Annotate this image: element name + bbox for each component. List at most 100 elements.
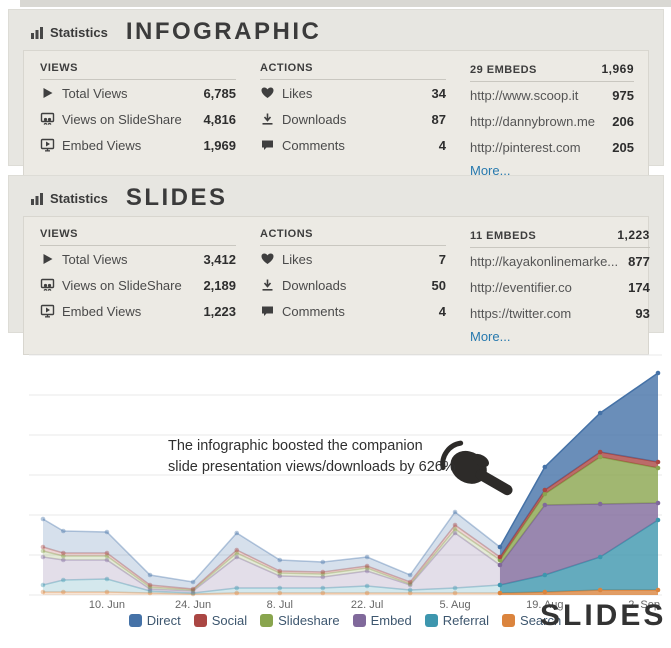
legend-item-slideshare[interactable]: Slideshare: [260, 613, 340, 628]
series-markers: [40, 370, 661, 597]
more-embeds-link[interactable]: More...: [470, 329, 511, 344]
embed-url-link[interactable]: http://kayakonlinemarke...: [470, 253, 619, 269]
download-icon: [262, 113, 273, 125]
svg-text:10. Jun: 10. Jun: [89, 599, 125, 611]
bar-chart-icon: [31, 192, 43, 205]
actions-column: ACTIONS Likes 34 Downloads 87: [260, 59, 446, 180]
statistics-panel-slides: Statistics SLIDES VIEWS Total Views 3,41…: [8, 175, 664, 355]
embed-url-link[interactable]: https://twitter.com: [470, 305, 572, 321]
stat-row-slideshare-views: Views on SlideShare 4,816: [40, 106, 236, 132]
stats-card: VIEWS Total Views 6,785 Views on SlideSh…: [23, 50, 649, 189]
embeds-header: 11 EMBEDS 1,223: [470, 225, 650, 248]
top-divider-strip: [20, 0, 671, 7]
legend-color-chip: [352, 614, 366, 627]
views-header: VIEWS: [40, 225, 236, 246]
actions-column: ACTIONS Likes 7 Downloads 50: [260, 225, 446, 346]
embed-row: http://eventifier.co 174: [470, 279, 650, 295]
legend-item-search[interactable]: Search: [502, 613, 561, 628]
embeds-column: 11 EMBEDS 1,223 http://kayakonlinemarke.…: [470, 225, 650, 346]
stat-row-comments: Comments 4: [260, 132, 446, 158]
pointing-hand-icon: [440, 440, 513, 496]
embed-row: https://twitter.com 93: [470, 305, 650, 321]
embeds-column: 29 EMBEDS 1,969 http://www.scoop.it 975 …: [470, 59, 634, 180]
statistics-label: Statistics: [50, 190, 108, 206]
actions-header: ACTIONS: [260, 59, 446, 80]
faded-history-areas: [42, 510, 501, 595]
stats-card: VIEWS Total Views 3,412 Views on SlideSh…: [23, 216, 650, 355]
panel-big-title: SLIDES: [125, 184, 228, 211]
statistics-panel-infographic: Statistics INFOGRAPHIC VIEWS Total Views…: [8, 9, 664, 189]
legend-color-chip: [260, 614, 274, 627]
legend-label: Social: [211, 613, 248, 628]
bar-chart-icon: [31, 26, 43, 39]
legend-item-referral[interactable]: Referral: [424, 613, 490, 628]
slideshare-audience-icon: [40, 112, 55, 125]
chart-legend: Direct Social Slideshare Embed Referral Searc…: [128, 613, 561, 628]
actions-header: ACTIONS: [260, 225, 446, 246]
views-column: VIEWS Total Views 3,412 Views on SlideSh…: [40, 225, 236, 346]
embeds-total: 1,969: [601, 62, 634, 76]
heart-icon: [261, 253, 274, 264]
play-icon: [43, 254, 53, 264]
legend-item-direct[interactable]: Direct: [128, 613, 181, 628]
stat-row-embed-views: Embed Views 1,223: [40, 298, 236, 324]
download-icon: [262, 279, 273, 291]
embed-row: http://kayakonlinemarke... 877: [470, 253, 650, 269]
embed-row: http://pinterest.com 205: [470, 139, 634, 155]
legend-label: Search: [520, 613, 562, 628]
legend-item-social[interactable]: Social: [193, 613, 248, 628]
legend-label: Embed: [370, 613, 412, 628]
more-embeds-link[interactable]: More...: [470, 163, 511, 178]
embed-url-link[interactable]: http://www.scoop.it: [470, 87, 579, 103]
embed-row: http://dannybrown.me 206: [470, 113, 634, 129]
panel-title-row: Statistics SLIDES: [9, 176, 663, 214]
stat-row-comments: Comments 4: [260, 298, 446, 324]
stat-row-downloads: Downloads 87: [260, 106, 446, 132]
stat-row-slideshare-views: Views on SlideShare 2,189: [40, 272, 236, 298]
svg-text:5. Aug: 5. Aug: [439, 599, 470, 611]
embed-row: http://www.scoop.it 975: [470, 87, 634, 103]
heart-icon: [261, 87, 274, 98]
svg-text:8. Jul: 8. Jul: [267, 599, 293, 611]
x-axis-labels: 10. Jun 24. Jun 8. Jul 22. Jul 5. Aug 19. Aug…: [89, 599, 660, 611]
highlighted-recent-areas: [499, 372, 659, 595]
legend-color-chip: [424, 614, 438, 627]
stat-row-likes: Likes 34: [260, 80, 446, 106]
svg-text:24. Jun: 24. Jun: [175, 599, 211, 611]
slideshare-audience-icon: [40, 278, 55, 291]
statistics-label: Statistics: [50, 24, 108, 40]
stat-row-likes: Likes 7: [260, 246, 446, 272]
stat-row-downloads: Downloads 50: [260, 272, 446, 298]
svg-text:22. Jul: 22. Jul: [351, 599, 383, 611]
views-column: VIEWS Total Views 6,785 Views on SlideSh…: [40, 59, 236, 180]
slides-corner-label: SLIDES: [540, 599, 667, 632]
views-header: VIEWS: [40, 59, 236, 80]
traffic-area-chart: 10. Jun 24. Jun 8. Jul 22. Jul 5. Aug 19. Aug…: [29, 354, 662, 611]
embed-screen-play-icon: [40, 138, 55, 152]
chart-annotation: The infographic boosted the companion sl…: [168, 438, 456, 475]
embeds-header: 29 EMBEDS 1,969: [470, 59, 634, 82]
stat-row-total-views: Total Views 6,785: [40, 80, 236, 106]
panel-title-row: Statistics INFOGRAPHIC: [9, 10, 663, 48]
legend-label: Slideshare: [278, 613, 340, 628]
play-icon: [43, 88, 53, 98]
comment-bubble-icon: [262, 140, 273, 150]
legend-item-embed[interactable]: Embed: [352, 613, 412, 628]
embed-url-link[interactable]: http://pinterest.com: [470, 139, 581, 155]
traffic-chart-section: 10. Jun 24. Jun 8. Jul 22. Jul 5. Aug 19. Aug…: [0, 336, 671, 648]
embeds-total: 1,223: [617, 228, 650, 242]
legend-color-chip: [128, 614, 142, 627]
embed-url-link[interactable]: http://eventifier.co: [470, 279, 572, 295]
embed-screen-play-icon: [40, 304, 55, 318]
stat-row-total-views: Total Views 3,412: [40, 246, 236, 272]
panel-big-title: INFOGRAPHIC: [125, 18, 322, 45]
embed-url-link[interactable]: http://dannybrown.me: [470, 113, 596, 129]
comment-bubble-icon: [262, 306, 273, 316]
svg-text:19. Aug: 19. Aug: [526, 599, 563, 611]
svg-text:2. Sep: 2. Sep: [628, 599, 660, 611]
legend-label: Direct: [146, 613, 181, 628]
legend-label: Referral: [442, 613, 490, 628]
legend-color-chip: [502, 614, 516, 627]
legend-color-chip: [193, 614, 207, 627]
